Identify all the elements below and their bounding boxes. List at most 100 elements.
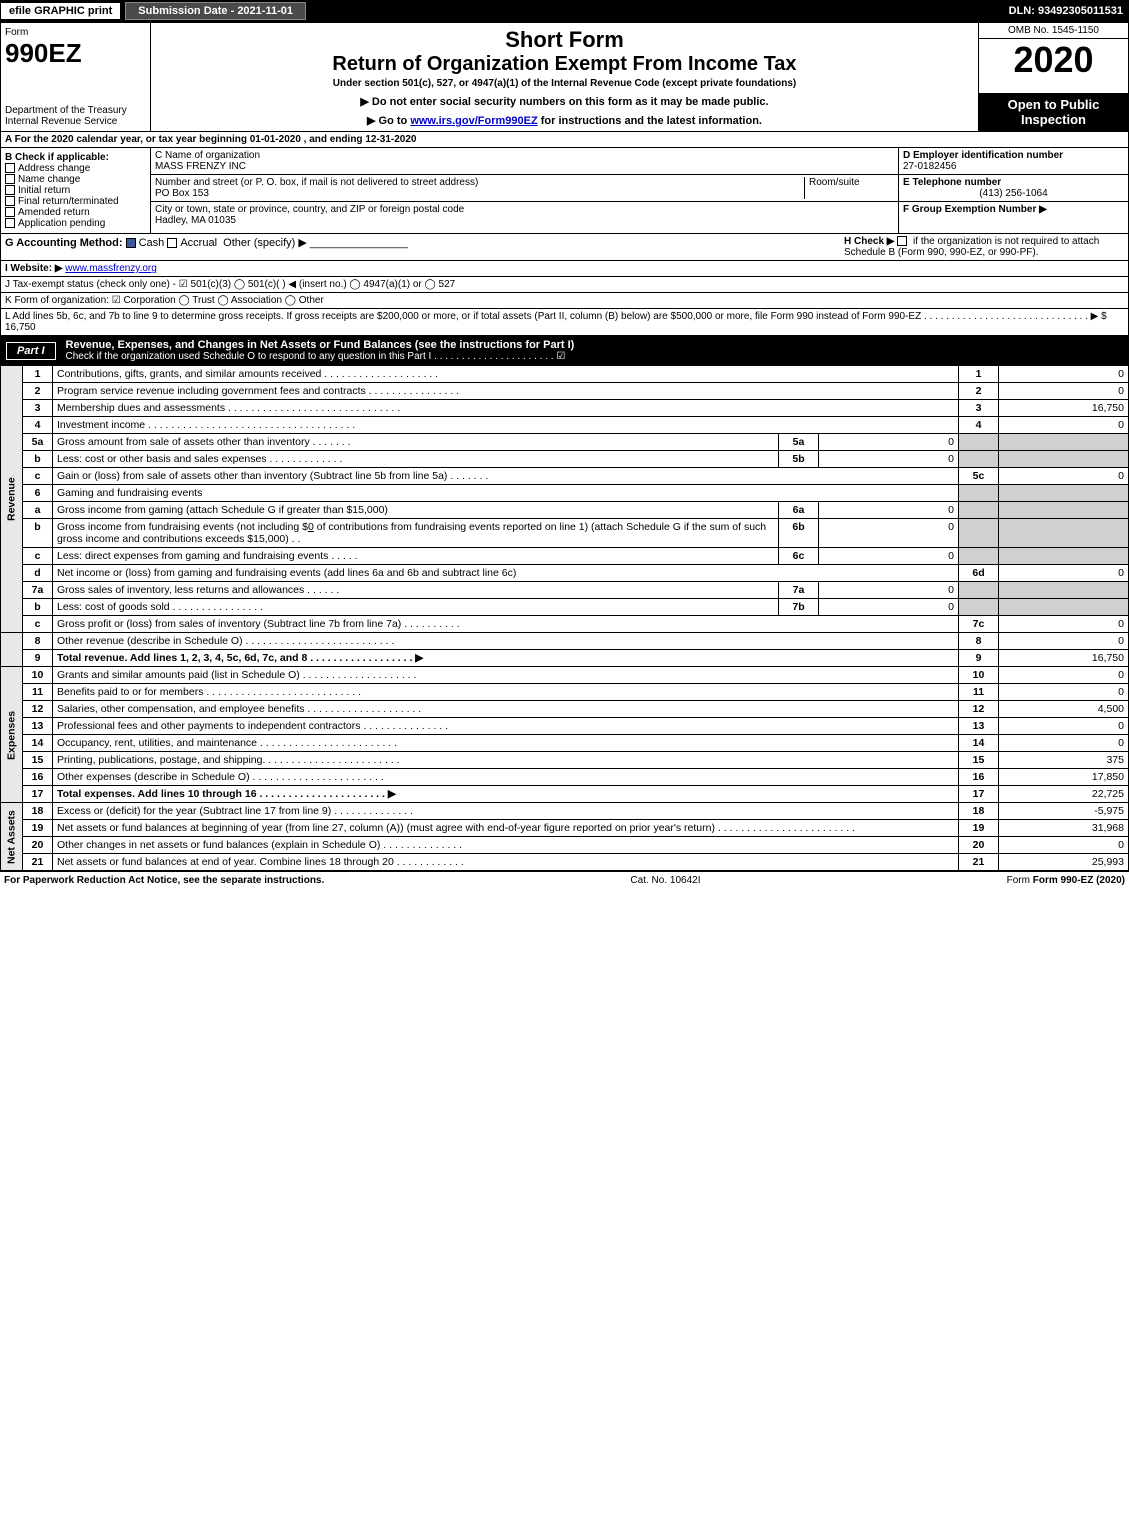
row-k-org-form: K Form of organization: ☑ Corporation ◯ … <box>0 293 1129 309</box>
line-num: c <box>23 616 53 633</box>
return-subtitle: Under section 501(c), 527, or 4947(a)(1)… <box>155 78 974 89</box>
table-row: 5aGross amount from sale of assets other… <box>1 434 1129 451</box>
c-name-label: C Name of organization <box>155 150 260 161</box>
table-row: Expenses 10Grants and similar amounts pa… <box>1 667 1129 684</box>
efile-print-button[interactable]: efile GRAPHIC print <box>0 2 121 20</box>
table-row: 9Total revenue. Add lines 1, 2, 3, 4, 5c… <box>1 650 1129 667</box>
sub-val: 0 <box>819 599 959 616</box>
line-num: 15 <box>23 752 53 769</box>
return-title: Return of Organization Exempt From Incom… <box>155 53 974 76</box>
netassets-section-label: Net Assets <box>1 803 23 871</box>
table-row: 20Other changes in net assets or fund ba… <box>1 837 1129 854</box>
line-num: b <box>23 451 53 468</box>
line-num: 5a <box>23 434 53 451</box>
line-val: 16,750 <box>999 400 1129 417</box>
row-l-text: L Add lines 5b, 6c, and 7b to line 9 to … <box>5 311 1107 322</box>
shaded-cell <box>959 599 999 616</box>
line-ref: 10 <box>959 667 999 684</box>
website-link[interactable]: www.massfrenzy.org <box>65 263 157 274</box>
line-val: 22,725 <box>999 786 1129 803</box>
line-num: 20 <box>23 837 53 854</box>
part-1-title: Revenue, Expenses, and Changes in Net As… <box>66 339 575 351</box>
line-num: c <box>23 548 53 565</box>
form-number: 990EZ <box>5 38 146 69</box>
line-val: -5,975 <box>999 803 1129 820</box>
line-desc: Gross profit or (loss) from sales of inv… <box>53 616 959 633</box>
line-desc: Other changes in net assets or fund bala… <box>53 837 959 854</box>
line-num: 8 <box>23 633 53 650</box>
line-ref: 19 <box>959 820 999 837</box>
desc-part1: Gross income from fundraising events (no… <box>57 521 308 533</box>
line-desc: Less: cost or other basis and sales expe… <box>53 451 779 468</box>
sub-ref: 7a <box>779 582 819 599</box>
lines-table: Revenue 1Contributions, gifts, grants, a… <box>0 365 1129 871</box>
line-val: 0 <box>999 633 1129 650</box>
line-num: 10 <box>23 667 53 684</box>
instruction-2: ▶ Go to www.irs.gov/Form990EZ for instru… <box>155 114 974 127</box>
line-num: c <box>23 468 53 485</box>
checkbox-application-pending[interactable] <box>5 218 15 228</box>
line-ref: 18 <box>959 803 999 820</box>
shaded-cell <box>999 599 1129 616</box>
sub-val: 0 <box>819 502 959 519</box>
line-ref: 21 <box>959 854 999 871</box>
column-b: B Check if applicable: Address change Na… <box>1 148 151 233</box>
line-num: 12 <box>23 701 53 718</box>
line-val: 0 <box>999 565 1129 582</box>
checkbox-final-return[interactable] <box>5 196 15 206</box>
line-desc: Professional fees and other payments to … <box>53 718 959 735</box>
shaded-cell <box>999 548 1129 565</box>
line-desc: Occupancy, rent, utilities, and maintena… <box>53 735 959 752</box>
sub-val: 0 <box>819 434 959 451</box>
checkbox-initial-return[interactable] <box>5 185 15 195</box>
line-desc: Grants and similar amounts paid (list in… <box>53 667 959 684</box>
table-row: 19Net assets or fund balances at beginni… <box>1 820 1129 837</box>
line-ref: 17 <box>959 786 999 803</box>
line-desc: Less: cost of goods sold . . . . . . . .… <box>53 599 779 616</box>
line-num: a <box>23 502 53 519</box>
irs-link[interactable]: www.irs.gov/Form990EZ <box>410 115 537 127</box>
checkbox-amended-return[interactable] <box>5 207 15 217</box>
line-ref: 15 <box>959 752 999 769</box>
c-addr-label: Number and street (or P. O. box, if mail… <box>155 177 478 188</box>
line-val: 0 <box>999 718 1129 735</box>
checkbox-name-change[interactable] <box>5 174 15 184</box>
form-label: Form <box>5 27 146 38</box>
table-row: 16Other expenses (describe in Schedule O… <box>1 769 1129 786</box>
line-val: 0 <box>999 468 1129 485</box>
line-desc: Gross income from fundraising events (no… <box>53 519 779 548</box>
shaded-cell <box>959 451 999 468</box>
line-desc: Benefits paid to or for members . . . . … <box>53 684 959 701</box>
shaded-cell <box>999 582 1129 599</box>
accrual-label: Accrual <box>180 237 217 249</box>
line-desc: Other expenses (describe in Schedule O) … <box>53 769 959 786</box>
sub-val: 0 <box>819 519 959 548</box>
dept-line2: Internal Revenue Service <box>5 116 146 127</box>
table-row: cLess: direct expenses from gaming and f… <box>1 548 1129 565</box>
footer-form-ref: Form 990-EZ (2020) <box>1033 875 1125 886</box>
omb-number: OMB No. 1545-1150 <box>979 23 1128 39</box>
row-j-tax-exempt: J Tax-exempt status (check only one) - ☑… <box>0 277 1129 293</box>
line-num: 7a <box>23 582 53 599</box>
checkbox-address-change[interactable] <box>5 163 15 173</box>
row-l-value: 16,750 <box>5 322 36 333</box>
line-ref: 7c <box>959 616 999 633</box>
checkbox-accrual[interactable] <box>167 238 177 248</box>
spacer <box>1 633 23 667</box>
d-label: D Employer identification number <box>903 150 1063 161</box>
table-row: aGross income from gaming (attach Schedu… <box>1 502 1129 519</box>
shaded-cell <box>999 451 1129 468</box>
line-desc: Investment income . . . . . . . . . . . … <box>53 417 959 434</box>
checkbox-cash[interactable] <box>126 238 136 248</box>
table-row: 17Total expenses. Add lines 10 through 1… <box>1 786 1129 803</box>
checkbox-h[interactable] <box>897 236 907 246</box>
part-1-label: Part I <box>6 342 56 360</box>
line-val: 0 <box>999 735 1129 752</box>
part-1-sub: Check if the organization used Schedule … <box>66 351 575 362</box>
submission-date-button[interactable]: Submission Date - 2021-11-01 <box>125 2 306 20</box>
line-val: 25,993 <box>999 854 1129 871</box>
page-footer: For Paperwork Reduction Act Notice, see … <box>0 871 1129 889</box>
instr2-pre: ▶ Go to <box>367 115 410 127</box>
line-num: 3 <box>23 400 53 417</box>
line-num: 14 <box>23 735 53 752</box>
